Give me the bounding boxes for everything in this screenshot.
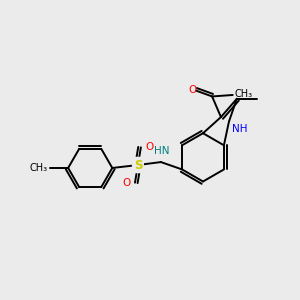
Text: S: S [134, 158, 142, 172]
Text: CH₃: CH₃ [234, 89, 252, 99]
Text: O: O [123, 178, 131, 188]
Text: O: O [188, 85, 196, 95]
Text: CH₃: CH₃ [30, 163, 48, 173]
Text: NH: NH [232, 124, 248, 134]
Text: O: O [145, 142, 153, 152]
Text: HN: HN [154, 146, 169, 156]
